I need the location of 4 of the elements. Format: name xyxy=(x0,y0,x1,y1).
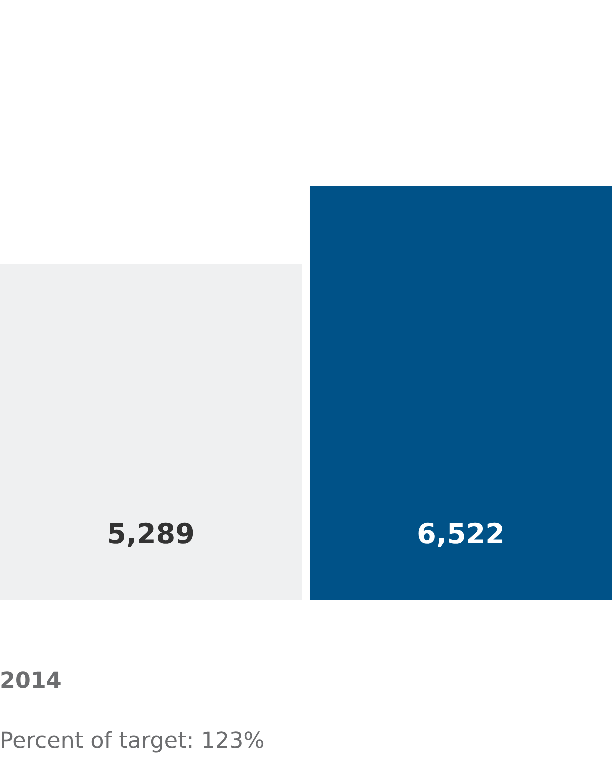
text: Percent of target: 123% xyxy=(2,731,264,753)
x-axis-title: 2014 xyxy=(2,672,61,688)
data-label: 6,522 xyxy=(418,522,503,548)
data-label: 5,289 xyxy=(109,522,194,548)
